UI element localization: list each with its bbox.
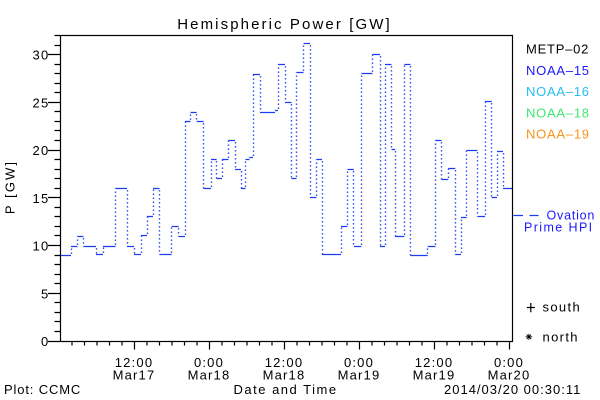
svg-text:Mar20: Mar20 — [488, 368, 531, 383]
svg-text:0:00: 0:00 — [194, 355, 224, 370]
svg-text:25: 25 — [33, 95, 50, 110]
svg-text:NOAA–19: NOAA–19 — [526, 127, 590, 142]
svg-text:Mar17: Mar17 — [113, 368, 156, 383]
svg-text:NOAA–16: NOAA–16 — [526, 84, 590, 99]
svg-text:12:00: 12:00 — [115, 355, 154, 370]
svg-text:north: north — [543, 330, 579, 345]
svg-text:10: 10 — [33, 239, 50, 254]
svg-text:0:00: 0:00 — [344, 355, 374, 370]
svg-text:Hemispheric Power [GW]: Hemispheric Power [GW] — [177, 16, 392, 33]
svg-text:20: 20 — [33, 143, 50, 158]
svg-text:Mar18: Mar18 — [188, 368, 231, 383]
svg-text:5: 5 — [41, 286, 49, 301]
svg-text:Prime HPI: Prime HPI — [524, 221, 594, 235]
svg-text:0: 0 — [41, 334, 49, 349]
svg-text:Ovation: Ovation — [547, 209, 596, 223]
svg-text:NOAA–15: NOAA–15 — [526, 63, 590, 78]
svg-text:2014/03/20 00:30:11: 2014/03/20 00:30:11 — [444, 382, 581, 397]
svg-text:0:00: 0:00 — [494, 355, 524, 370]
svg-text:Plot: CCMC: Plot: CCMC — [4, 382, 81, 397]
svg-text:METP–02: METP–02 — [526, 42, 589, 57]
svg-text:Mar18: Mar18 — [263, 368, 306, 383]
svg-text:15: 15 — [33, 191, 50, 206]
svg-text:12:00: 12:00 — [265, 355, 304, 370]
svg-text:30: 30 — [33, 48, 50, 63]
svg-text:P [GW]: P [GW] — [3, 160, 18, 214]
svg-text:Date and Time: Date and Time — [234, 382, 338, 397]
svg-text:12:00: 12:00 — [415, 355, 454, 370]
svg-text:Mar19: Mar19 — [413, 368, 456, 383]
svg-text:south: south — [543, 300, 582, 315]
svg-text:Mar19: Mar19 — [338, 368, 381, 383]
svg-text:NOAA–18: NOAA–18 — [526, 105, 590, 120]
